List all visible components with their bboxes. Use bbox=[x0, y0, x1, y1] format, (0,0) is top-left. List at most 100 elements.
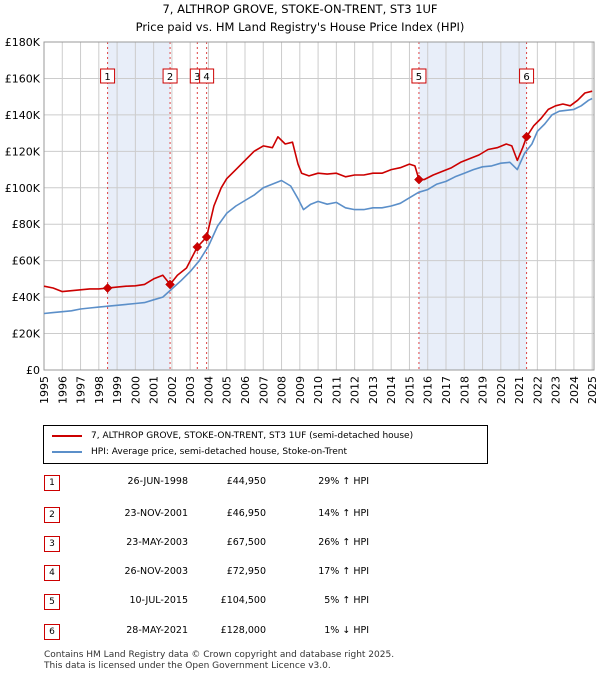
x-tick-label: 1997 bbox=[75, 376, 88, 404]
x-tick-label: 2024 bbox=[568, 376, 581, 404]
x-tick-label: 1995 bbox=[38, 376, 51, 404]
x-tick-label: 2004 bbox=[202, 376, 215, 404]
sale-number-label: 5 bbox=[416, 72, 422, 83]
x-tick-label: 2002 bbox=[166, 376, 179, 404]
sale-number-box bbox=[519, 68, 535, 84]
sale-date: 26-JUN-1998 bbox=[127, 476, 188, 487]
sale-price: £128,000 bbox=[220, 625, 266, 636]
sale-marker-label: 2 bbox=[44, 507, 60, 523]
legend-item-hpi: HPI: Average price, semi-detached house,… bbox=[52, 445, 347, 459]
x-tick-label: 2012 bbox=[349, 376, 362, 404]
sale-hpi-change: 1% ↓ HPI bbox=[324, 625, 369, 636]
sale-marker-label: 4 bbox=[44, 565, 60, 581]
legend: 7, ALTHROP GROVE, STOKE-ON-TRENT, ST3 1U… bbox=[43, 425, 488, 464]
sale-number-box bbox=[162, 68, 178, 84]
x-tick-label: 2015 bbox=[403, 376, 416, 404]
sale-marker-label: 3 bbox=[44, 536, 60, 552]
chart-subtitle: Price paid vs. HM Land Registry's House … bbox=[136, 20, 465, 34]
sale-hpi-change: 5% ↑ HPI bbox=[324, 595, 369, 606]
sale-row: 1 26-JUN-1998 £44,950 29% ↑ HPI bbox=[0, 475, 600, 491]
x-tick-label: 2018 bbox=[458, 376, 471, 404]
sale-price: £72,950 bbox=[226, 566, 266, 577]
legend-label-property: 7, ALTHROP GROVE, STOKE-ON-TRENT, ST3 1U… bbox=[91, 431, 414, 441]
sale-number-box bbox=[199, 68, 215, 84]
sale-price: £46,950 bbox=[226, 508, 266, 519]
sale-number-box bbox=[411, 68, 427, 84]
sale-number-label: 1 bbox=[104, 72, 110, 83]
x-tick-label: 2010 bbox=[312, 376, 325, 404]
shaded-range bbox=[107, 42, 171, 370]
y-tick-label: £60K bbox=[12, 255, 41, 268]
x-tick-label: 2017 bbox=[440, 376, 453, 404]
sale-price: £104,500 bbox=[220, 595, 266, 606]
x-tick-label: 2025 bbox=[586, 376, 599, 404]
sale-marker-label: 6 bbox=[44, 624, 60, 640]
series-line-property bbox=[43, 90, 593, 293]
x-tick-label: 2003 bbox=[184, 376, 197, 404]
x-tick-label: 2013 bbox=[367, 376, 380, 404]
y-tick-label: £100K bbox=[5, 182, 41, 195]
sale-point bbox=[414, 174, 424, 185]
sale-row: 4 26-NOV-2003 £72,950 17% ↑ HPI bbox=[0, 565, 600, 581]
x-tick-label: 2006 bbox=[239, 376, 252, 404]
footer-copyright: Contains HM Land Registry data © Crown c… bbox=[44, 650, 395, 660]
y-tick-label: £180K bbox=[5, 36, 41, 49]
price-chart: 7, ALTHROP GROVE, STOKE-ON-TRENT, ST3 1U… bbox=[5, 2, 599, 404]
sale-row: 5 10-JUL-2015 £104,500 5% ↑ HPI bbox=[0, 594, 600, 610]
x-tick-label: 2022 bbox=[531, 376, 544, 404]
y-tick-label: £0 bbox=[26, 364, 40, 377]
sale-number-label: 4 bbox=[203, 72, 209, 83]
sale-date: 23-NOV-2001 bbox=[124, 508, 188, 519]
plot-frame bbox=[43, 41, 595, 371]
x-tick-label: 2005 bbox=[221, 376, 234, 404]
x-tick-label: 2019 bbox=[477, 376, 490, 404]
y-tick-label: £20K bbox=[12, 328, 41, 341]
x-tick-label: 1996 bbox=[56, 376, 69, 404]
series-line-hpi bbox=[43, 97, 593, 315]
sale-point bbox=[192, 242, 203, 252]
sale-number-label: 6 bbox=[523, 72, 529, 83]
sale-price: £44,950 bbox=[226, 476, 266, 487]
sale-point bbox=[165, 279, 175, 290]
sale-date: 10-JUL-2015 bbox=[129, 595, 188, 606]
x-tick-label: 2008 bbox=[276, 376, 289, 404]
sale-number-label: 3 bbox=[194, 72, 200, 83]
sale-hpi-change: 26% ↑ HPI bbox=[318, 537, 369, 548]
y-tick-label: £40K bbox=[12, 291, 41, 304]
x-tick-label: 1999 bbox=[111, 376, 124, 404]
sale-date: 26-NOV-2003 bbox=[124, 566, 188, 577]
y-tick-label: £160K bbox=[5, 72, 41, 85]
x-tick-label: 2001 bbox=[148, 376, 161, 404]
y-tick-label: £120K bbox=[5, 145, 41, 158]
x-tick-label: 1998 bbox=[93, 376, 106, 404]
legend-swatch-property bbox=[52, 435, 82, 437]
sale-point bbox=[102, 283, 113, 293]
x-tick-label: 2020 bbox=[495, 376, 508, 404]
sale-hpi-change: 17% ↑ HPI bbox=[318, 566, 369, 577]
sale-hpi-change: 29% ↑ HPI bbox=[318, 476, 369, 487]
footer-licence: This data is licensed under the Open Gov… bbox=[44, 661, 331, 671]
chart-title: 7, ALTHROP GROVE, STOKE-ON-TRENT, ST3 1U… bbox=[162, 2, 437, 16]
sale-date: 28-MAY-2021 bbox=[126, 625, 188, 636]
sale-number-label: 2 bbox=[167, 72, 173, 83]
shaded-range bbox=[418, 42, 527, 370]
x-tick-label: 2007 bbox=[257, 376, 270, 404]
sale-row: 2 23-NOV-2001 £46,950 14% ↑ HPI bbox=[0, 507, 600, 523]
x-tick-label: 2000 bbox=[129, 376, 142, 404]
x-tick-label: 2023 bbox=[550, 376, 563, 404]
sale-number-box bbox=[100, 68, 116, 84]
sale-date: 23-MAY-2003 bbox=[126, 537, 188, 548]
legend-swatch-hpi bbox=[52, 451, 82, 453]
x-tick-label: 2014 bbox=[385, 376, 398, 404]
sale-price: £67,500 bbox=[226, 537, 266, 548]
y-tick-label: £140K bbox=[5, 109, 41, 122]
footer: Contains HM Land Registry data © Crown c… bbox=[44, 650, 394, 672]
x-tick-label: 2011 bbox=[330, 376, 343, 404]
sale-hpi-change: 14% ↑ HPI bbox=[318, 508, 369, 519]
legend-item-property: 7, ALTHROP GROVE, STOKE-ON-TRENT, ST3 1U… bbox=[52, 429, 413, 443]
legend-label-hpi: HPI: Average price, semi-detached house,… bbox=[91, 447, 348, 457]
sale-marker-label: 5 bbox=[44, 594, 60, 610]
y-tick-label: £80K bbox=[12, 218, 41, 231]
sale-point bbox=[521, 131, 532, 142]
sale-row: 3 23-MAY-2003 £67,500 26% ↑ HPI bbox=[0, 536, 600, 552]
